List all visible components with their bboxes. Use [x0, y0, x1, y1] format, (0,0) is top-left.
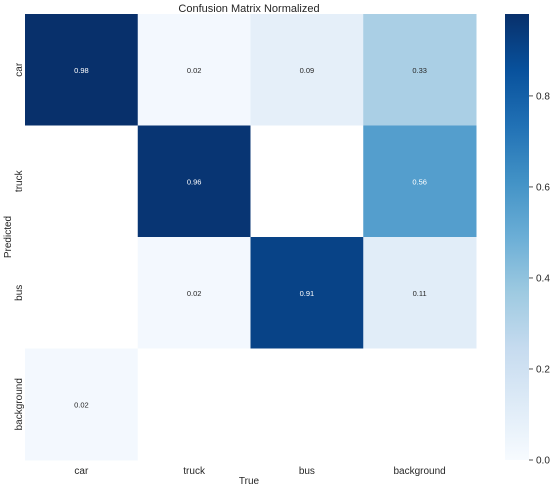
heatmap-cells	[25, 14, 477, 461]
y-tick-label-background: background	[14, 378, 25, 430]
heatmap-value-label: 0.33	[412, 66, 427, 75]
heatmap-value-label: 0.02	[187, 66, 202, 75]
heatmap-value-label: 0.02	[187, 289, 202, 298]
y-tick-labels: car truck bus background	[14, 62, 25, 430]
heatmap-value-label: 0.96	[187, 177, 202, 186]
colorbar-ticks: 0.0 0.2 0.4 0.6 0.8	[529, 91, 550, 467]
y-tick-label-car: car	[14, 62, 25, 77]
heatmap-cell-background-bus	[250, 348, 364, 461]
y-tick-label-bus: bus	[14, 285, 25, 301]
colorbar-tick-label: 0.6	[536, 182, 550, 193]
heatmap-cell-background-background	[363, 348, 477, 461]
heatmap-cell-bus-bus	[250, 237, 364, 349]
heatmap-cell-car-car	[25, 14, 139, 126]
x-tick-label-car: car	[74, 466, 89, 477]
x-tick-labels: car truck bus background	[74, 466, 445, 477]
x-tick-label-truck: truck	[183, 466, 206, 477]
colorbar-tick-label: 0.2	[536, 364, 550, 375]
heatmap-value-labels: 0.98 0.02 0.09 0.33 0.96 0.56 0.02 0.91 0.11 0.02	[74, 66, 427, 410]
heatmap-cell-truck-bus	[250, 125, 364, 238]
x-tick-label-background: background	[393, 466, 445, 477]
y-axis-label: Predicted	[3, 216, 14, 258]
heatmap-cell-car-truck	[137, 14, 251, 126]
colorbar-tick-label: 0.4	[536, 273, 550, 284]
heatmap-value-label: 0.56	[412, 177, 427, 186]
y-tick-label-truck: truck	[14, 169, 25, 192]
heatmap-cell-background-truck	[137, 348, 251, 461]
colorbar	[505, 14, 529, 460]
heatmap-value-label: 0.09	[300, 66, 315, 75]
heatmap-cell-truck-truck	[137, 125, 251, 238]
x-tick-label-bus: bus	[299, 466, 315, 477]
colorbar-tick-label: 0.0	[536, 456, 550, 467]
chart-title: Confusion Matrix Normalized	[178, 3, 319, 15]
heatmap-cell-truck-background	[363, 125, 477, 238]
heatmap-cell-bus-truck	[137, 237, 251, 349]
x-axis-label: True	[239, 476, 260, 487]
colorbar-tick-label: 0.8	[536, 91, 550, 102]
heatmap-cell-background-car	[25, 348, 139, 461]
heatmap-cell-bus-background	[363, 237, 477, 349]
heatmap-cell-car-background	[363, 14, 477, 126]
heatmap-value-label: 0.02	[74, 400, 89, 409]
heatmap-value-label: 0.91	[300, 289, 315, 298]
heatmap-cell-truck-car	[25, 125, 139, 238]
heatmap-value-label: 0.98	[74, 66, 89, 75]
heatmap-cell-bus-car	[25, 237, 139, 349]
heatmap-cell-car-bus	[250, 14, 364, 126]
heatmap-value-label: 0.11	[413, 289, 427, 298]
